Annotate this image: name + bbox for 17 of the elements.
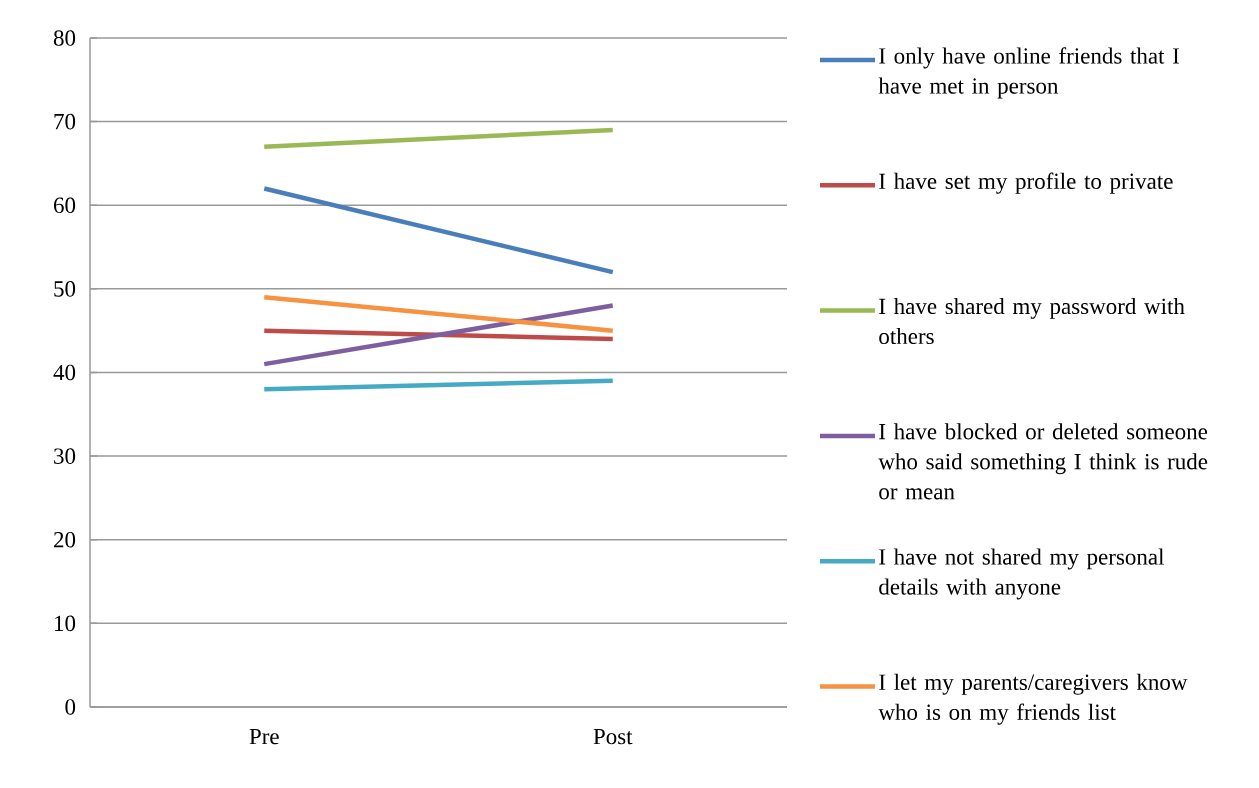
legend-label: I have shared my password with others [879, 297, 1185, 345]
legend-label: I have blocked or deleted someone who said something I think is rude or mean [878, 423, 1208, 500]
y-tick-label: 80 [53, 30, 76, 46]
legend-label: I have not shared my personal details with anyone [879, 548, 1165, 600]
y-tick-label: 10 [55, 615, 76, 632]
legend-label: I have set my profile to private [879, 172, 1173, 194]
y-tick-label: 30 [54, 448, 76, 464]
y-tick-label: 60 [54, 197, 76, 214]
legend-label: I let my parents/caregivers know who is on my friends list [878, 673, 1188, 725]
y-tick-label: 40 [53, 364, 76, 381]
legend-label: I only have online friends that I have met in person [878, 47, 1180, 99]
x-tick-label: Post [593, 728, 633, 745]
y-tick-label: 20 [54, 531, 76, 548]
y-tick-label: 70 [54, 113, 76, 130]
y-tick-label: 50 [54, 281, 76, 297]
x-tick-label: Pre [249, 728, 279, 745]
y-tick-label: 0 [65, 699, 76, 715]
